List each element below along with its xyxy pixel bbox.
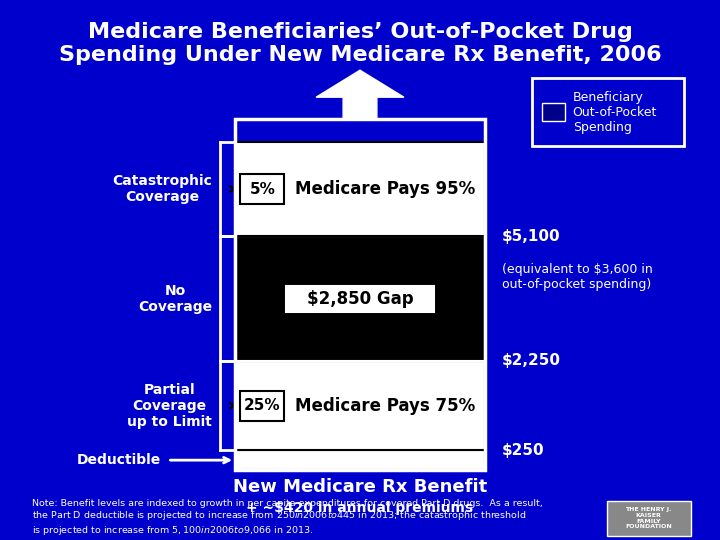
Text: Medicare Pays 75%: Medicare Pays 75%	[294, 397, 474, 415]
Bar	[235, 361, 485, 450]
Text: Note: Benefit levels are indexed to growth in per capita expenditures for covere: Note: Benefit levels are indexed to grow…	[32, 499, 543, 537]
Text: $5,100: $5,100	[502, 229, 560, 244]
Text: Partial
Coverage
up to Limit: Partial Coverage up to Limit	[127, 382, 212, 429]
Bar	[532, 78, 684, 146]
Text: $2,850 Gap: $2,850 Gap	[307, 289, 413, 308]
Text: THE HENRY J.
KAISER
FAMILY
FOUNDATION: THE HENRY J. KAISER FAMILY FOUNDATION	[626, 507, 672, 529]
Bar	[235, 450, 485, 470]
Text: No
Coverage: No Coverage	[138, 284, 212, 314]
Bar	[542, 103, 564, 121]
Text: Medicare Beneficiaries’ Out-of-Pocket Drug
Spending Under New Medicare Rx Benefi: Medicare Beneficiaries’ Out-of-Pocket Dr…	[59, 22, 661, 65]
Text: (equivalent to $3,600 in
out-of-pocket spending): (equivalent to $3,600 in out-of-pocket s…	[502, 264, 652, 292]
Bar	[235, 141, 485, 237]
Bar	[240, 174, 284, 204]
Polygon shape	[316, 70, 404, 119]
Bar	[235, 237, 485, 361]
Text: $250: $250	[502, 443, 544, 458]
Text: 5%: 5%	[249, 181, 275, 197]
Text: Beneficiary
Out-of-Pocket
Spending: Beneficiary Out-of-Pocket Spending	[572, 91, 657, 133]
Bar	[235, 119, 485, 470]
Text: New Medicare Rx Benefit: New Medicare Rx Benefit	[233, 478, 487, 496]
Text: $2,250: $2,250	[502, 354, 561, 368]
Bar	[286, 286, 434, 312]
Text: Catastrophic
Coverage: Catastrophic Coverage	[112, 174, 212, 204]
Text: Deductible: Deductible	[76, 453, 161, 467]
Text: 25%: 25%	[244, 398, 281, 413]
Bar	[606, 501, 691, 536]
Text: Medicare Pays 95%: Medicare Pays 95%	[294, 180, 474, 198]
Bar	[240, 391, 284, 421]
Text: + ~$420 in annual premiums: + ~$420 in annual premiums	[246, 501, 474, 515]
